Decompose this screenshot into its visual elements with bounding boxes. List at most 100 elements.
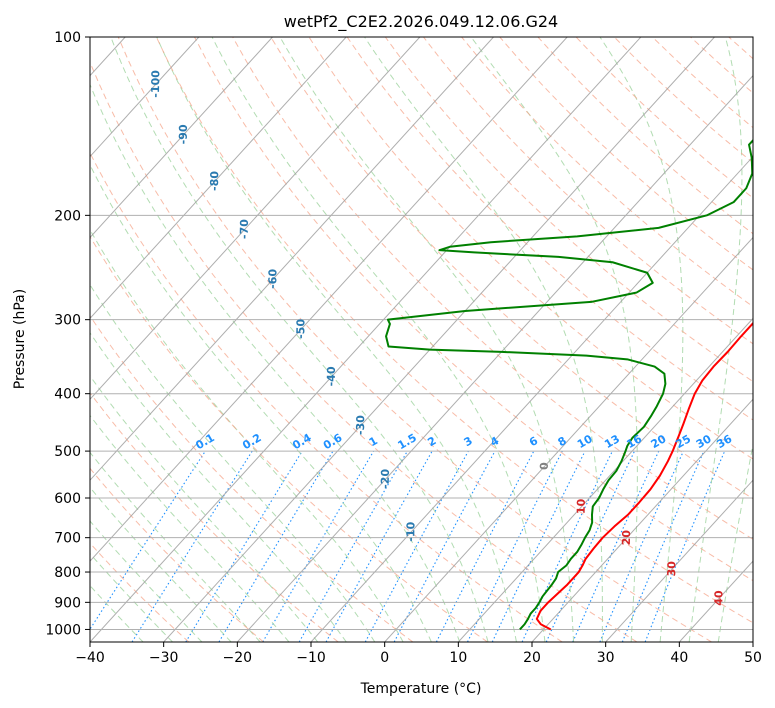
mixing-ratio-line: [364, 450, 469, 642]
mixing-ratio-line: [325, 450, 433, 642]
moist-adiabat: [717, 441, 753, 642]
moist-adiabat: [364, 37, 603, 642]
mixing-ratio-label: 4: [488, 434, 501, 449]
mixing-ratio-line: [435, 450, 535, 642]
y-tick-label: 900: [54, 595, 81, 611]
isotherm-label: -20: [379, 468, 392, 488]
x-axis-title: Temperature (°C): [360, 681, 482, 697]
mixing-ratio-line: [467, 450, 563, 642]
moist-adiabat: [90, 83, 461, 642]
mixing-ratio-line: [262, 450, 375, 642]
x-tick-label: −30: [149, 650, 179, 666]
y-tick-label: 400: [54, 387, 81, 403]
moist-adiabat: [688, 37, 743, 642]
isotherm: [90, 37, 273, 239]
y-tick-label: 300: [54, 313, 81, 329]
moist-adiabat: [90, 283, 376, 642]
y-tick-label: 100: [54, 30, 81, 46]
chart-title: wetPf2_C2E2.2026.049.12.06.G24: [284, 12, 558, 32]
dry-adiabat: [690, 37, 753, 94]
dry-adiabat: [90, 392, 339, 642]
mixing-ratio-label: 13: [602, 432, 622, 451]
mixing-ratio-line: [599, 450, 684, 642]
isotherm-label: 30: [665, 561, 678, 577]
y-tick-label: 700: [54, 531, 81, 547]
moist-adiabat: [90, 451, 261, 642]
dry-adiabat: [423, 37, 753, 345]
moist-adiabat: [279, 37, 575, 642]
isotherm: [90, 37, 200, 158]
x-tick-label: −20: [223, 650, 253, 666]
mixing-ratio-label: 20: [649, 432, 669, 451]
isotherm: [90, 37, 642, 642]
pressure-gridlines: [90, 37, 753, 630]
isotherm: [163, 37, 715, 642]
y-axis-title: Pressure (hPa): [12, 289, 28, 389]
isotherm-label: -40: [325, 366, 338, 386]
mixing-ratio-line: [185, 450, 303, 642]
temperature-line: [535, 321, 753, 631]
mixing-ratio-line: [521, 450, 613, 642]
y-tick-label: 800: [54, 565, 81, 581]
x-tick-label: 0: [380, 650, 389, 666]
dry-adiabat: [728, 37, 753, 60]
x-tick-label: 40: [670, 650, 688, 666]
moist-adiabat: [90, 375, 319, 642]
mixing-ratio-label: 30: [694, 432, 714, 451]
isotherm: [384, 236, 753, 642]
x-tick-label: −40: [75, 650, 105, 666]
line-labels: -100-90-80-70-60-50-40-30-20-10010203040…: [149, 70, 735, 606]
mixing-ratio-line: [621, 450, 705, 642]
dry-adiabat: [384, 37, 753, 383]
y-tick-label: 200: [54, 208, 81, 224]
mixing-ratio-line: [218, 450, 334, 642]
isotherm-label: -80: [208, 171, 221, 191]
y-tick-label: 600: [54, 491, 81, 507]
moist-adiabat: [470, 37, 638, 642]
mixing-ratio-label: 0.6: [321, 431, 345, 452]
dry-adiabat: [652, 37, 753, 129]
isotherm: [90, 37, 421, 401]
isotherm-label: -10: [404, 521, 417, 541]
dry-adiabat: [270, 37, 753, 500]
axes: −40 −30 −20 −10 0 10 20 30 40 5010020030040050060…: [45, 30, 762, 666]
isotherm: [90, 37, 347, 320]
mixing-ratio-label: 25: [673, 432, 693, 451]
mixing-ratio-line: [393, 450, 496, 642]
isotherm: [310, 155, 753, 642]
dewpoint-line: [385, 138, 753, 631]
mixing-ratio-label: 3: [462, 434, 475, 449]
dry-adiabat: [90, 542, 190, 642]
mixing-ratio-line: [131, 450, 253, 642]
isotherm-label: -50: [294, 318, 307, 338]
y-tick-label: 1000: [45, 622, 81, 638]
isotherm: [90, 37, 568, 562]
mixing-ratio-label: 10: [575, 432, 595, 451]
moist-adiabat: [90, 331, 347, 642]
isotherm-label: 20: [620, 530, 633, 546]
dry-adiabat: [767, 37, 775, 642]
isotherm-label: -100: [149, 70, 162, 98]
sounding-series: [385, 138, 753, 631]
isotherm-label: -30: [354, 415, 367, 435]
plot-frame: [89, 36, 754, 643]
moist-adiabats: [90, 37, 753, 642]
isotherm: [457, 317, 753, 642]
isotherm-label: -70: [238, 219, 251, 239]
dry-adiabat: [346, 37, 753, 421]
isotherm-label: 0: [538, 462, 551, 470]
mixing-ratio-label: 0.1: [193, 431, 216, 452]
isotherm-label: 10: [575, 498, 588, 514]
plot-area: -100-90-80-70-60-50-40-30-20-10010203040…: [90, 37, 775, 642]
isotherm-label: -90: [177, 124, 190, 144]
dry-adiabat: [461, 37, 753, 308]
mixing-ratio-line: [90, 450, 206, 631]
mixing-ratio-label: 6: [527, 434, 540, 449]
isotherm: [90, 37, 494, 481]
mixing-ratio-lines: [90, 450, 726, 642]
moist-adiabat: [110, 37, 489, 642]
mixing-ratio-label: 36: [715, 432, 735, 451]
mixing-ratio-label: 0.4: [290, 431, 314, 452]
isotherms: [90, 37, 753, 642]
